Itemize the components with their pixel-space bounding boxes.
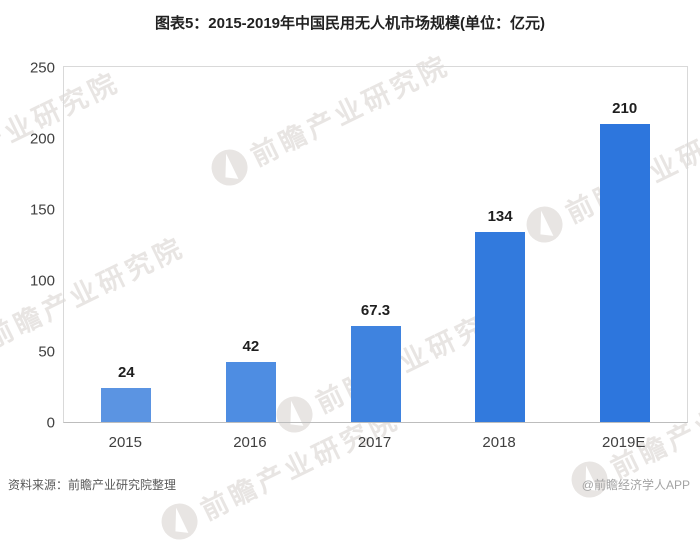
y-tick-label: 150 xyxy=(29,201,55,219)
bar-value-label: 134 xyxy=(487,207,513,225)
x-tick-label: 2018 xyxy=(482,434,516,451)
bar-2015 xyxy=(101,387,152,422)
y-tick-label: 50 xyxy=(38,343,55,361)
bar-value-label: 210 xyxy=(612,99,638,117)
bar-value-label: 67.3 xyxy=(360,302,391,320)
x-tick-label: 2019E xyxy=(602,434,646,451)
source-note: 资料来源：前瞻产业研究院整理 xyxy=(8,478,177,492)
y-axis: 0 50 100 150 200 250 xyxy=(0,60,55,432)
y-tick-label: 200 xyxy=(29,130,55,148)
bar-2016 xyxy=(225,362,276,422)
bar-value-label: 42 xyxy=(242,338,260,356)
x-tick-label: 2017 xyxy=(357,434,392,451)
plot-area: 24 42 67.3 134 210 xyxy=(63,66,688,423)
qianzhan-logo-icon xyxy=(161,503,198,540)
app-credit: @前瞻经济学人APP xyxy=(581,478,690,492)
x-tick-label: 2016 xyxy=(233,434,267,451)
chart-title: 图表5：2015-2019年中国民用无人机市场规模(单位：亿元) xyxy=(154,15,546,32)
y-tick-label: 100 xyxy=(29,272,55,290)
bar-2019E xyxy=(599,123,650,422)
y-tick-label: 0 xyxy=(46,414,55,432)
x-axis: 2015 2016 2017 2018 2019E xyxy=(63,430,688,454)
y-tick-label: 250 xyxy=(29,59,55,77)
bar-2018 xyxy=(475,231,526,422)
bar-value-label: 24 xyxy=(117,363,135,381)
bar-2017 xyxy=(350,326,401,422)
x-tick-label: 2015 xyxy=(108,434,142,451)
